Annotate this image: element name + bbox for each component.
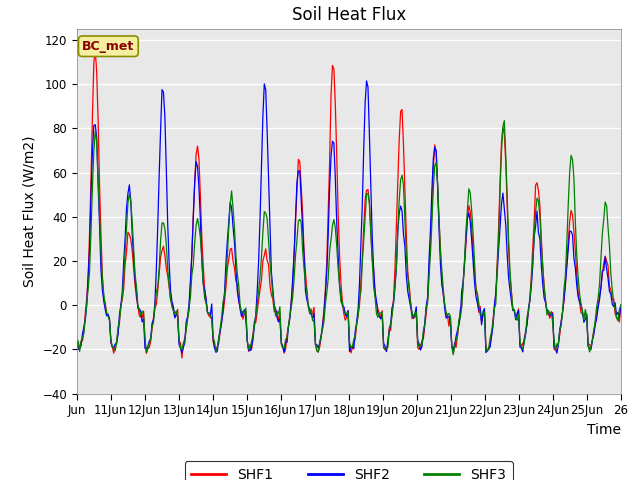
SHF1	[463, 214, 471, 219]
Title: Soil Heat Flux: Soil Heat Flux	[292, 6, 406, 24]
SHF1	[356, 303, 364, 309]
SHF2	[543, 307, 551, 313]
SHF3	[545, 308, 552, 313]
SHF3	[353, 321, 360, 327]
SHF1	[545, 311, 552, 316]
SHF3	[73, 338, 81, 344]
SHF3	[108, 344, 116, 349]
SHF2	[73, 339, 81, 345]
Line: SHF2: SHF2	[77, 81, 621, 353]
Y-axis label: Soil Heat Flux (W/m2): Soil Heat Flux (W/m2)	[23, 135, 36, 287]
SHF3	[500, 118, 508, 123]
SHF1	[110, 350, 118, 356]
SHF1	[617, 302, 625, 308]
SHF1	[92, 48, 99, 54]
Line: SHF1: SHF1	[77, 51, 621, 358]
SHF1	[616, 319, 623, 325]
SHF2	[92, 122, 99, 128]
X-axis label: Time: Time	[587, 422, 621, 437]
SHF1	[178, 355, 186, 361]
SHF2	[353, 320, 360, 325]
Legend: SHF1, SHF2, SHF3: SHF1, SHF2, SHF3	[184, 461, 513, 480]
SHF2	[462, 235, 470, 241]
SHF2	[616, 314, 623, 320]
SHF1	[73, 336, 81, 342]
SHF2	[617, 302, 625, 308]
SHF2	[553, 350, 561, 356]
SHF2	[363, 78, 371, 84]
SHF2	[108, 344, 116, 350]
SHF3	[462, 227, 470, 233]
SHF3	[92, 128, 99, 134]
Text: BC_met: BC_met	[82, 40, 134, 53]
SHF1	[93, 69, 100, 74]
Line: SHF3: SHF3	[77, 120, 621, 355]
SHF3	[616, 307, 623, 312]
SHF3	[449, 352, 457, 358]
SHF3	[617, 302, 625, 308]
